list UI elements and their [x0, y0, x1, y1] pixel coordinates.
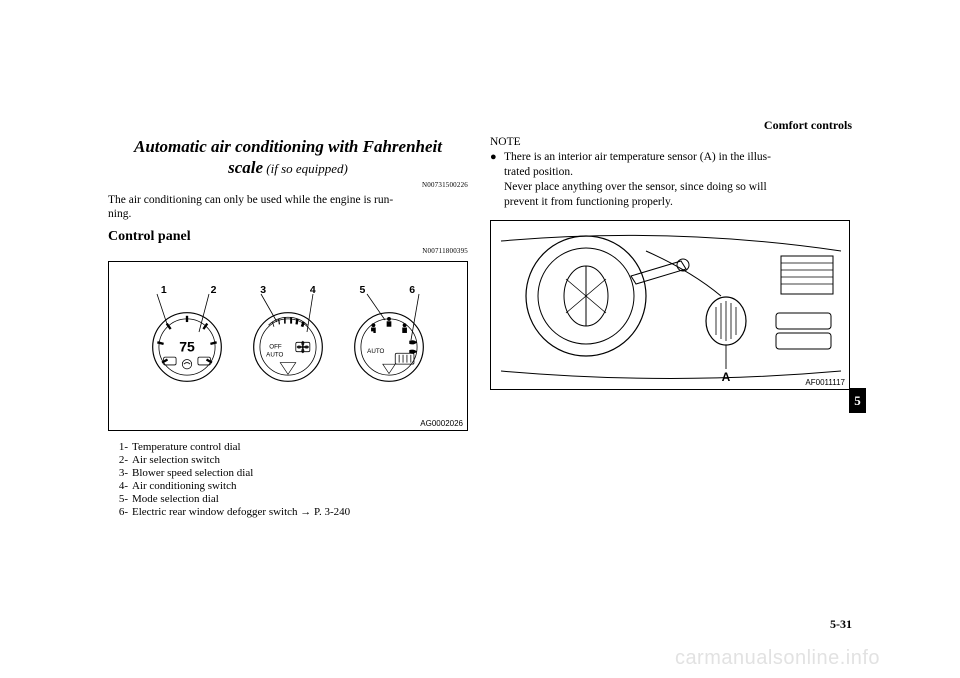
legend-num: 6- — [108, 506, 132, 518]
legend-item: 1- Temperature control dial — [108, 441, 468, 453]
legend-text: Air conditioning switch — [132, 480, 237, 492]
blower-dial-icon: OFF AUTO — [249, 308, 327, 386]
figure-id-2: AF0011117 — [805, 378, 845, 387]
legend-item: 5- Mode selection dial — [108, 493, 468, 505]
legend-num: 1- — [108, 441, 132, 453]
figure-id-1: AG0002026 — [420, 419, 463, 428]
page-number: 5-31 — [830, 617, 852, 632]
reference-code-2: N00711800395 — [108, 247, 468, 255]
off-label: OFF — [269, 344, 282, 351]
chapter-tab: 5 — [849, 388, 866, 413]
note-line-2: trated position. — [504, 166, 573, 178]
legend-item: 2- Air selection switch — [108, 454, 468, 466]
title-line-2-sub: (if so equipped) — [263, 161, 348, 176]
legend-list: 1- Temperature control dial 2- Air selec… — [108, 441, 468, 518]
auto-label-2: AUTO — [367, 348, 384, 355]
note-line-4: prevent it from functioning properly. — [504, 196, 673, 208]
title-line-1: Automatic air conditioning with Fahrenhe… — [134, 137, 442, 156]
legend-text: Electric rear window defogger switch → P… — [132, 506, 350, 518]
left-column: Automatic air conditioning with Fahrenhe… — [108, 136, 468, 519]
bullet-icon: ● — [490, 150, 504, 210]
legend-num: 3- — [108, 467, 132, 479]
legend-text: Mode selection dial — [132, 493, 219, 505]
note-text: There is an interior air temperature sen… — [504, 150, 771, 210]
intro-paragraph: The air conditioning can only be used wh… — [108, 193, 468, 222]
legend-num: 4- — [108, 480, 132, 492]
sensor-label-a: A — [722, 370, 731, 384]
legend-text: Temperature control dial — [132, 441, 241, 453]
watermark: carmanualsonline.info — [675, 647, 880, 670]
temperature-dial-icon: 75 — [148, 308, 226, 386]
section-header: Comfort controls — [764, 118, 852, 133]
legend-item: 6- Electric rear window defogger switch … — [108, 506, 468, 518]
legend-text: Air selection switch — [132, 454, 220, 466]
page: Comfort controls Automatic air condition… — [0, 0, 960, 678]
control-panel-figure: 1 2 3 4 5 6 — [108, 261, 468, 431]
note-heading: NOTE — [490, 136, 850, 148]
auto-label: AUTO — [266, 352, 283, 359]
title-line-2-main: scale — [228, 158, 263, 177]
legend-item: 3- Blower speed selection dial — [108, 467, 468, 479]
note-line-1: There is an interior air temperature sen… — [504, 151, 771, 163]
note-bullet-item: ● There is an interior air temperature s… — [490, 150, 850, 210]
subheading-control-panel: Control panel — [108, 229, 468, 245]
dials-row: 75 — [109, 308, 467, 386]
sensor-figure: A AF0011117 — [490, 220, 850, 390]
interior-illustration: A — [491, 221, 849, 389]
temp-value: 75 — [180, 339, 196, 355]
legend-item: 4- Air conditioning switch — [108, 480, 468, 492]
right-column: NOTE ● There is an interior air temperat… — [490, 136, 850, 519]
two-column-layout: Automatic air conditioning with Fahrenhe… — [108, 136, 852, 519]
mode-dial-icon: AUTO — [350, 308, 428, 386]
legend-num: 5- — [108, 493, 132, 505]
main-title: Automatic air conditioning with Fahrenhe… — [108, 136, 468, 179]
legend-text: Blower speed selection dial — [132, 467, 253, 479]
reference-code-1: N00731500226 — [108, 181, 468, 189]
legend-num: 2- — [108, 454, 132, 466]
note-line-3: Never place anything over the sensor, si… — [504, 181, 767, 193]
